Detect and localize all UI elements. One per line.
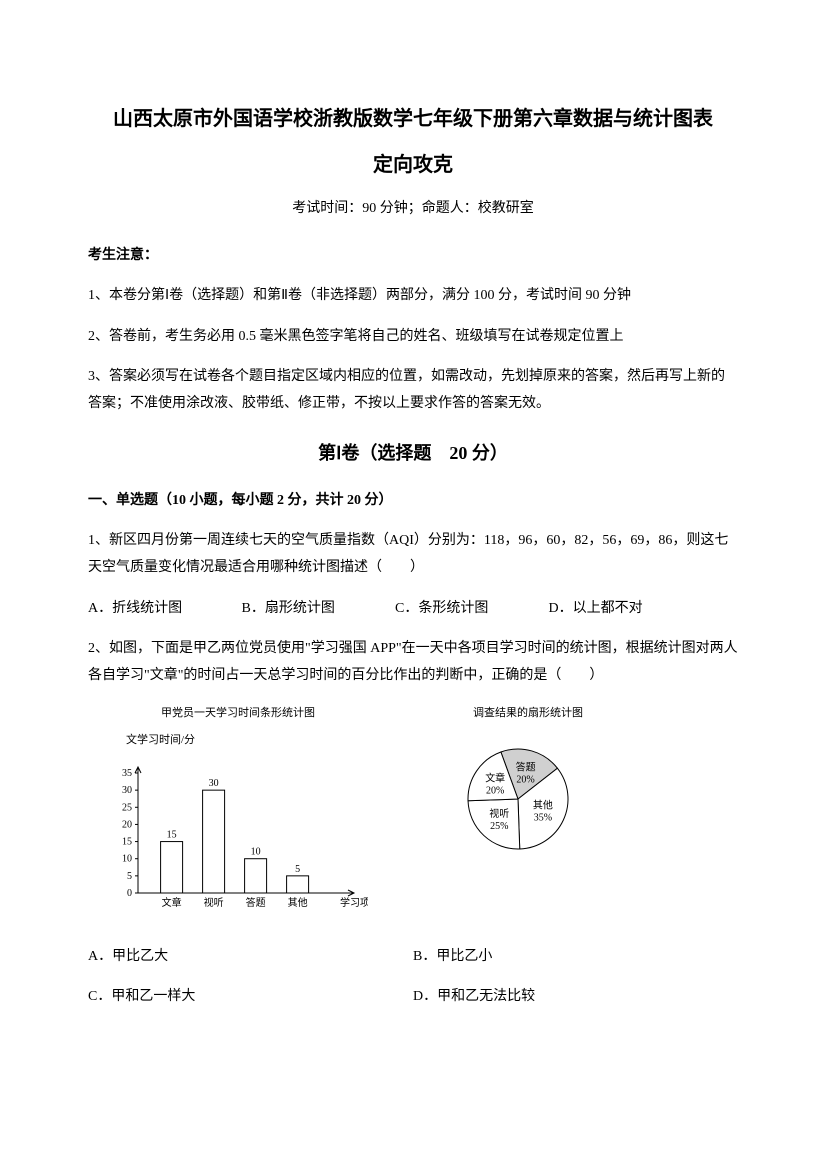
- svg-text:30: 30: [209, 778, 219, 789]
- svg-text:其他: 其他: [533, 799, 553, 812]
- section-1-title: 第Ⅰ卷（选择题 20 分）: [88, 436, 738, 470]
- svg-text:学习项目: 学习项目: [340, 896, 368, 909]
- page-title-line2: 定向攻克: [88, 146, 738, 184]
- question-1-options: A．折线统计图 B．扇形统计图 C．条形统计图 D．以上都不对: [88, 596, 738, 623]
- notice-heading: 考生注意：: [88, 243, 738, 270]
- notice-item-1: 1、本卷分第Ⅰ卷（选择题）和第Ⅱ卷（非选择题）两部分，满分 100 分，考试时间…: [88, 283, 738, 310]
- svg-text:文章: 文章: [485, 772, 505, 785]
- svg-text:25: 25: [122, 802, 132, 813]
- part-1-title: 一、单选题（10 小题，每小题 2 分，共计 20 分）: [88, 488, 738, 515]
- svg-text:10: 10: [122, 854, 132, 865]
- svg-text:20%: 20%: [486, 786, 504, 797]
- question-2-options: A．甲比乙大 B．甲比乙小 C．甲和乙一样大 D．甲和乙无法比较: [88, 944, 738, 1011]
- question-2-text: 2、如图，下面是甲乙两位党员使用"学习强国 APP"在一天中各项目学习时间的统计…: [88, 636, 738, 689]
- svg-text:15: 15: [167, 830, 177, 841]
- pie-chart-title: 调查结果的扇形统计图: [408, 703, 648, 724]
- pie-chart-svg: 答题20%其他35%视听25%文章20%: [408, 734, 608, 864]
- q2-option-a: A．甲比乙大: [88, 944, 413, 971]
- question-1-text: 1、新区四月份第一周连续七天的空气质量指数（AQI）分别为：118，96，60，…: [88, 528, 738, 581]
- bar-chart-ylabel: 文学习时间/分: [126, 730, 368, 751]
- svg-text:其他: 其他: [288, 896, 308, 909]
- svg-text:5: 5: [127, 871, 132, 882]
- bar-chart-svg: 0 5 10 15 20 25 30 35 15 文章 30 视听 10 答题 5 其他 学习项目: [108, 753, 368, 913]
- svg-text:15: 15: [122, 837, 132, 848]
- svg-text:20%: 20%: [516, 775, 534, 786]
- svg-text:视听: 视听: [204, 896, 224, 909]
- svg-text:30: 30: [122, 785, 132, 796]
- svg-text:20: 20: [122, 820, 132, 831]
- notice-item-3: 3、答案必须写在试卷各个题目指定区域内相应的位置，如需改动，先划掉原来的答案，然…: [88, 364, 738, 417]
- notice-item-2: 2、答卷前，考生务必用 0.5 毫米黑色签字笔将自己的姓名、班级填写在试卷规定位…: [88, 324, 738, 351]
- q2-option-d: D．甲和乙无法比较: [413, 984, 738, 1011]
- svg-text:10: 10: [251, 847, 261, 858]
- q1-option-b: B．扇形统计图: [242, 596, 392, 623]
- svg-text:0: 0: [127, 888, 132, 899]
- svg-text:25%: 25%: [490, 821, 508, 832]
- bar-chart: 甲党员一天学习时间条形统计图 文学习时间/分 0 5 10 15 20 25 30 35 15 文…: [108, 703, 368, 923]
- exam-info: 考试时间：90 分钟；命题人：校教研室: [88, 196, 738, 223]
- svg-text:答题: 答题: [246, 896, 266, 909]
- page-title-line1: 山西太原市外国语学校浙教版数学七年级下册第六章数据与统计图表: [88, 100, 738, 138]
- q1-option-d: D．以上都不对: [549, 596, 699, 623]
- svg-text:视听: 视听: [489, 807, 509, 820]
- bar-chart-title: 甲党员一天学习时间条形统计图: [108, 703, 368, 724]
- q1-option-c: C．条形统计图: [395, 596, 545, 623]
- svg-text:答题: 答题: [516, 761, 536, 774]
- svg-text:文章: 文章: [162, 896, 182, 909]
- pie-chart: 调查结果的扇形统计图 答题20%其他35%视听25%文章20%: [408, 703, 648, 874]
- svg-text:35: 35: [122, 768, 132, 779]
- q1-option-a: A．折线统计图: [88, 596, 238, 623]
- q2-option-c: C．甲和乙一样大: [88, 984, 413, 1011]
- svg-text:5: 5: [295, 864, 300, 875]
- q2-option-b: B．甲比乙小: [413, 944, 738, 971]
- svg-text:35%: 35%: [534, 813, 552, 824]
- charts-row: 甲党员一天学习时间条形统计图 文学习时间/分 0 5 10 15 20 25 30 35 15 文…: [108, 703, 738, 923]
